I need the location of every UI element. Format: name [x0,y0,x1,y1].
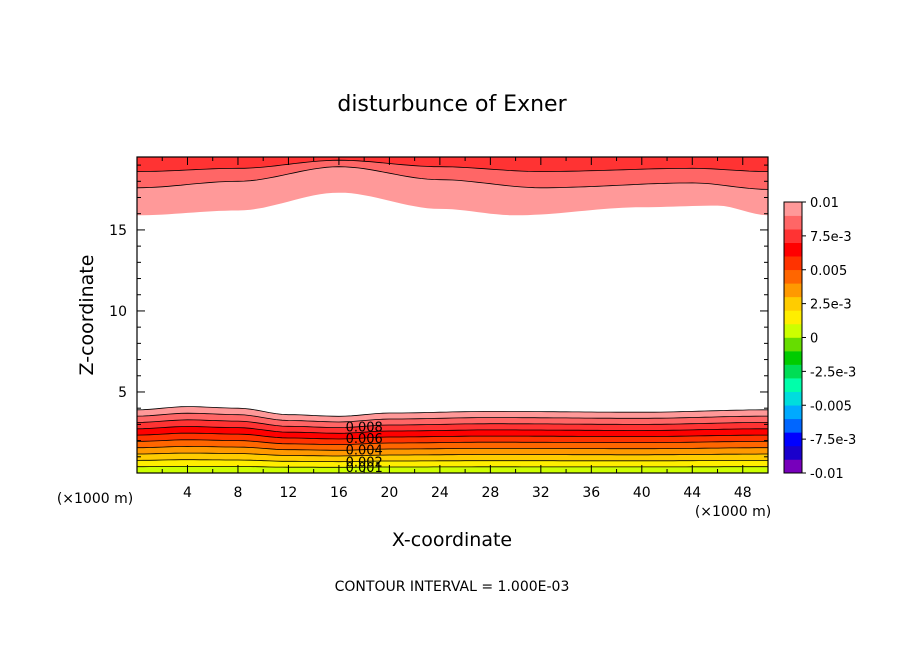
contour-line [136,439,768,445]
contour-inline-label: 0.001 [346,461,383,476]
colorbar-swatch [784,364,802,379]
contour-line [136,459,768,463]
colorbar-swatch [784,242,802,257]
x-tick-label: 4 [183,485,192,501]
colorbar-swatch [784,323,802,338]
x-tick-label: 48 [734,485,752,501]
y-axis-ticks: 5 10 15 [109,164,768,458]
colorbar-swatch [784,459,802,474]
colorbar-label: 0.01 [810,196,839,211]
colorbar-swatch [784,405,802,420]
colorbar-swatch [784,337,802,352]
x-tick-label: 28 [481,485,499,501]
colorbar-swatch [784,229,802,243]
contour-inline-label: 0.006 [346,432,383,447]
x-unit-label-right: (×1000 m) [695,504,771,520]
contour-band [137,419,768,434]
colorbar-swatch [784,256,802,271]
contour-band [137,439,768,451]
contour-band [137,453,768,462]
contour-line [137,452,768,457]
contour-band [137,160,768,190]
contour-band [137,426,768,439]
x-axis-ticks: 4 8 12 16 20 24 28 32 36 40 44 48 [161,157,769,501]
contour-line [136,432,768,440]
contour-line [136,419,769,428]
colorbar-label: -2.5e-3 [810,365,856,380]
x-tick-label: 8 [234,485,243,501]
colorbar-swatch [784,391,802,406]
contour-band [137,433,768,445]
colorbar-swatch [784,432,802,447]
contour-line [136,406,768,417]
colorbar-swatch [784,351,802,365]
contour-line [137,466,768,468]
contour-inline-label: 0.008 [346,420,383,435]
contour-line [136,166,769,190]
contour-lines [136,159,769,468]
plot-frame [136,156,769,474]
x-tick-label: 16 [330,485,348,501]
colorbar-swatch [784,310,802,325]
x-tick-label: 36 [582,485,600,501]
contour-line [136,426,768,434]
colorbar-swatch [784,283,802,298]
x-tick-label: 12 [279,485,297,501]
y-axis-label: Z-coordinate [76,255,98,376]
y-tick-label: 10 [109,304,127,320]
colorbar-swatch [784,445,802,460]
contour-inline-label: 0.004 [346,444,383,459]
contour-line [136,412,768,423]
x-tick-label: 32 [532,485,550,501]
colorbar-swatch [784,202,802,216]
x-axis-label: X-coordinate [392,529,512,551]
x-tick-label: 44 [683,485,701,501]
colorbar-swatch [784,296,802,311]
colorbar-swatch [784,269,802,284]
x-tick-label: 40 [633,485,651,501]
contour-interval-note: CONTOUR INTERVAL = 1.000E-03 [335,579,570,595]
x-tick-label: 20 [380,485,398,501]
colorbar-swatch [784,378,802,392]
chart-title: disturbunce of Exner [337,92,567,117]
colorbar-label: 0.005 [810,264,847,279]
x-tick-label: 24 [431,485,449,501]
colorbar-label: 7.5e-3 [810,230,852,245]
colorbar-swatch [784,418,802,433]
contour-band [137,157,768,172]
contour-band [137,466,768,473]
x-unit-label-left: (×1000 m) [57,491,133,507]
colorbar-label: -0.01 [810,467,844,482]
contour-fills [137,157,768,473]
contour-line [137,445,768,451]
contour-inline-label: 0.002 [346,455,383,470]
y-tick-label: 5 [118,385,127,401]
colorbar-label: 2.5e-3 [810,298,852,313]
colorbar-label: 0 [810,332,818,347]
colorbar-label: -0.005 [810,399,852,414]
colorbar-swatch [784,215,802,230]
colorbar-label: -7.5e-3 [810,433,856,448]
colorbar: 0.01 7.5e-3 0.005 2.5e-3 0 -2.5e-3 -0.005 -7.5e… [783,196,856,482]
contour-line [136,159,769,172]
contour-band [137,166,768,216]
y-tick-label: 15 [109,223,127,239]
